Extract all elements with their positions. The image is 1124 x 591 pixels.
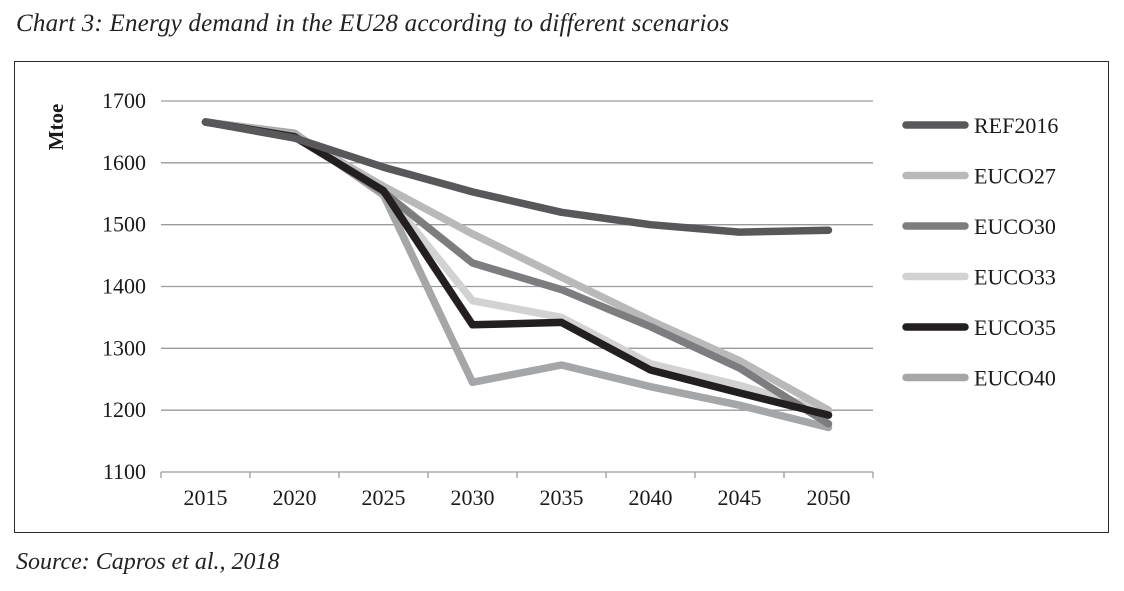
y-tick-label: 1100	[103, 459, 146, 484]
legend-label: EUCO35	[974, 315, 1056, 340]
x-axis: 2015 2020 2025 2030 2035 2040 2045 2050	[160, 472, 874, 510]
legend-label: EUCO30	[974, 214, 1056, 239]
legend-item-ref2016: REF2016	[902, 113, 1058, 138]
x-tick-label: 2030	[451, 485, 495, 510]
y-tick-label: 1400	[102, 274, 146, 299]
x-tick-label: 2050	[807, 485, 851, 510]
chart-title: Chart 3: Energy demand in the EU28 accor…	[16, 10, 730, 37]
legend-item-euco35: EUCO35	[902, 315, 1056, 340]
y-tick-label: 1700	[102, 88, 146, 113]
legend-item-euco30: EUCO30	[902, 214, 1056, 239]
y-tick-label: 1500	[102, 212, 146, 237]
gridlines	[161, 100, 873, 473]
y-tick-label: 1200	[102, 397, 146, 422]
legend-label: REF2016	[974, 113, 1058, 138]
y-tick-label: 1600	[102, 150, 146, 175]
series-line-ref2016	[201, 118, 833, 236]
y-axis-label: Mtoe	[44, 104, 68, 151]
y-tick-label: 1300	[102, 335, 146, 360]
legend-label: EUCO40	[974, 366, 1056, 391]
legend-label: EUCO33	[974, 265, 1056, 290]
x-tick-label: 2020	[273, 485, 317, 510]
x-tick-label: 2025	[362, 485, 406, 510]
x-tick-label: 2035	[540, 485, 584, 510]
series-lines	[201, 118, 833, 432]
series-line-euco30	[201, 118, 833, 428]
x-tick-label: 2015	[184, 485, 228, 510]
y-axis-ticks: 1100 1200 1300 1400 1500 1600 1700	[102, 88, 146, 484]
legend-item-euco40: EUCO40	[902, 366, 1056, 391]
chart-frame	[14, 61, 1109, 533]
x-tick-label: 2040	[629, 485, 673, 510]
legend-item-euco33: EUCO33	[902, 265, 1056, 290]
legend-label: EUCO27	[974, 164, 1056, 189]
legend: REF2016 EUCO27 EUCO30 EUCO33 EUCO35 EUCO40	[902, 113, 1058, 391]
x-tick-label: 2045	[718, 485, 762, 510]
source-caption: Source: Capros et al., 2018	[16, 549, 280, 575]
legend-item-euco27: EUCO27	[902, 164, 1056, 189]
